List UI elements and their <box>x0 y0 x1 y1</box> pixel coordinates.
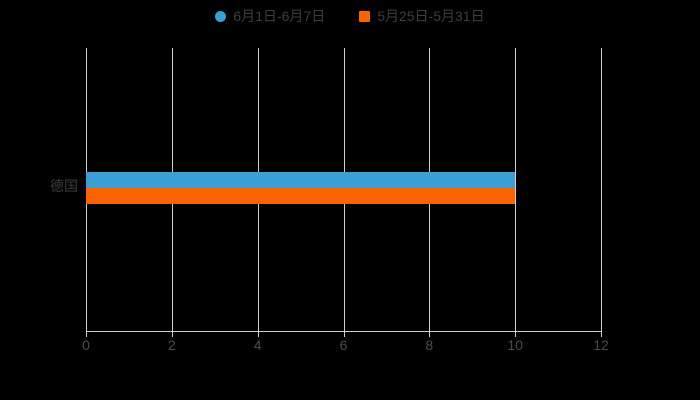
legend-label-series-2: 5月25日-5月31日 <box>377 8 485 24</box>
x-tick-label-2: 2 <box>167 337 176 353</box>
gridline-x-10 <box>515 48 517 331</box>
y-axis-category-label: 德国 <box>50 178 78 194</box>
x-tick-label-4: 4 <box>253 337 262 353</box>
x-tick-label-0: 0 <box>82 337 90 353</box>
legend-label-series-1: 6月1日-6月7日 <box>233 8 326 24</box>
x-tick-label-10: 10 <box>507 337 523 353</box>
x-tick-label-8: 8 <box>425 337 434 353</box>
bar-德国-series-2[interactable] <box>86 188 516 204</box>
x-tick-mark-8 <box>429 331 431 337</box>
x-tick-mark-2 <box>171 331 173 337</box>
legend-item-series-2[interactable]: 5月25日-5月31日 <box>359 4 485 28</box>
legend-item-series-1[interactable]: 6月1日-6月7日 <box>215 4 325 28</box>
x-tick-mark-10 <box>515 331 517 337</box>
x-tick-mark-0 <box>86 331 87 337</box>
x-tick-label-6: 6 <box>339 337 348 353</box>
x-tick-mark-4 <box>257 331 259 337</box>
x-tick-mark-12 <box>601 331 602 337</box>
bar-德国-series-1[interactable] <box>86 172 516 188</box>
plot-area <box>86 48 602 331</box>
legend-swatch-circle-icon <box>215 10 227 22</box>
legend-swatch-square-icon <box>359 10 371 22</box>
chart-legend: 6月1日-6月7日 5月25日-5月31日 <box>0 4 700 28</box>
x-tick-mark-6 <box>343 331 345 337</box>
gridline-x-12 <box>601 48 602 331</box>
x-tick-label-12: 12 <box>593 337 609 353</box>
